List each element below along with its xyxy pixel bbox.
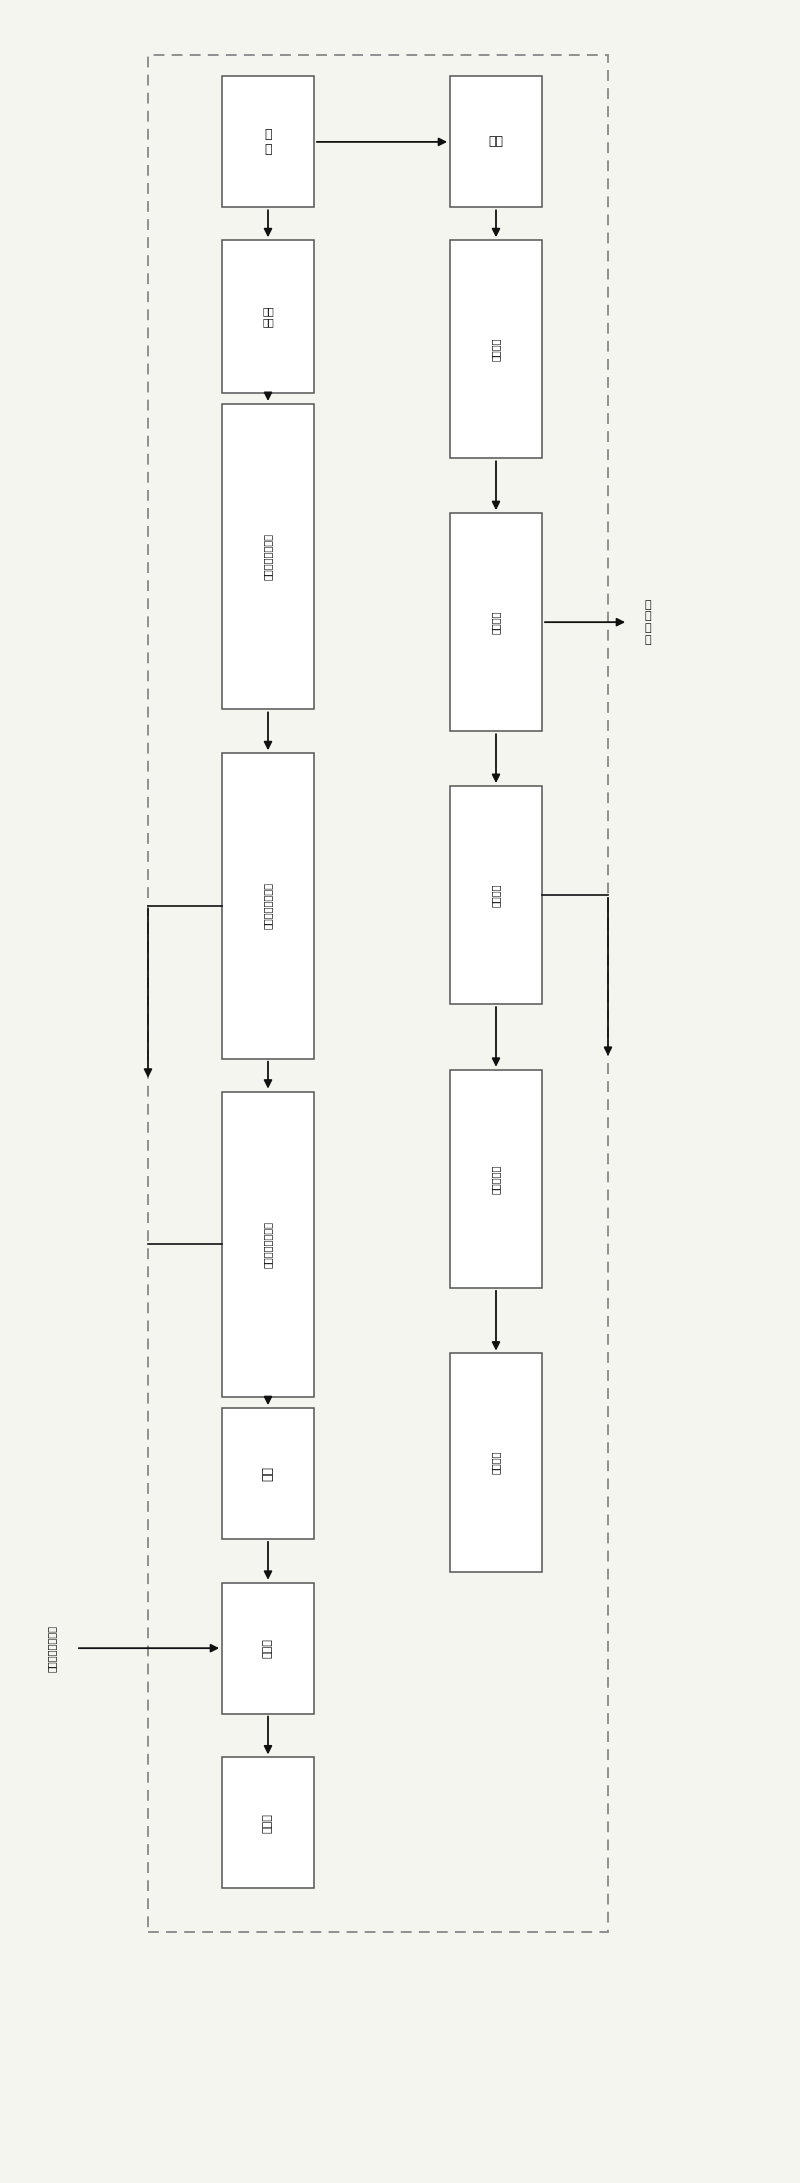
Bar bbox=[450, 513, 542, 731]
Text: 加压泵: 加压泵 bbox=[263, 1637, 273, 1659]
Bar bbox=[450, 240, 542, 458]
Bar bbox=[450, 76, 542, 207]
Bar bbox=[450, 786, 542, 1004]
Text: 阴离子树脂吸附层: 阴离子树脂吸附层 bbox=[263, 882, 273, 930]
Text: 液体分离器: 液体分离器 bbox=[491, 1164, 501, 1194]
Text: 分
发: 分 发 bbox=[264, 129, 272, 155]
Text: 最终分离: 最终分离 bbox=[491, 1452, 501, 1474]
Bar bbox=[222, 753, 314, 1059]
Text: 检验
验收: 检验 验收 bbox=[262, 306, 274, 327]
Bar bbox=[450, 1353, 542, 1572]
Text: 收集: 收集 bbox=[262, 1467, 274, 1480]
Bar bbox=[222, 404, 314, 709]
Bar bbox=[222, 240, 314, 393]
Bar bbox=[222, 76, 314, 207]
Text: 清洁水: 清洁水 bbox=[263, 1812, 273, 1834]
Text: 氧化处理: 氧化处理 bbox=[491, 338, 501, 360]
Text: 气
体
排
出: 气 体 排 出 bbox=[645, 600, 651, 644]
Bar bbox=[222, 1092, 314, 1397]
Text: 阴离子树脂吸附层: 阴离子树脂吸附层 bbox=[263, 1220, 273, 1268]
Bar bbox=[148, 55, 608, 1932]
Bar bbox=[222, 1408, 314, 1539]
Bar bbox=[450, 1070, 542, 1288]
Bar bbox=[222, 1583, 314, 1714]
Text: 汽体分离: 汽体分离 bbox=[491, 611, 501, 633]
Text: 控温: 控温 bbox=[489, 135, 503, 148]
Text: 镀铬废水处理系统: 镀铬废水处理系统 bbox=[47, 1624, 57, 1672]
Bar bbox=[222, 1757, 314, 1888]
Text: 阳离子树脂吸附层: 阳离子树脂吸附层 bbox=[263, 533, 273, 581]
Text: 残液收集: 残液收集 bbox=[491, 884, 501, 906]
